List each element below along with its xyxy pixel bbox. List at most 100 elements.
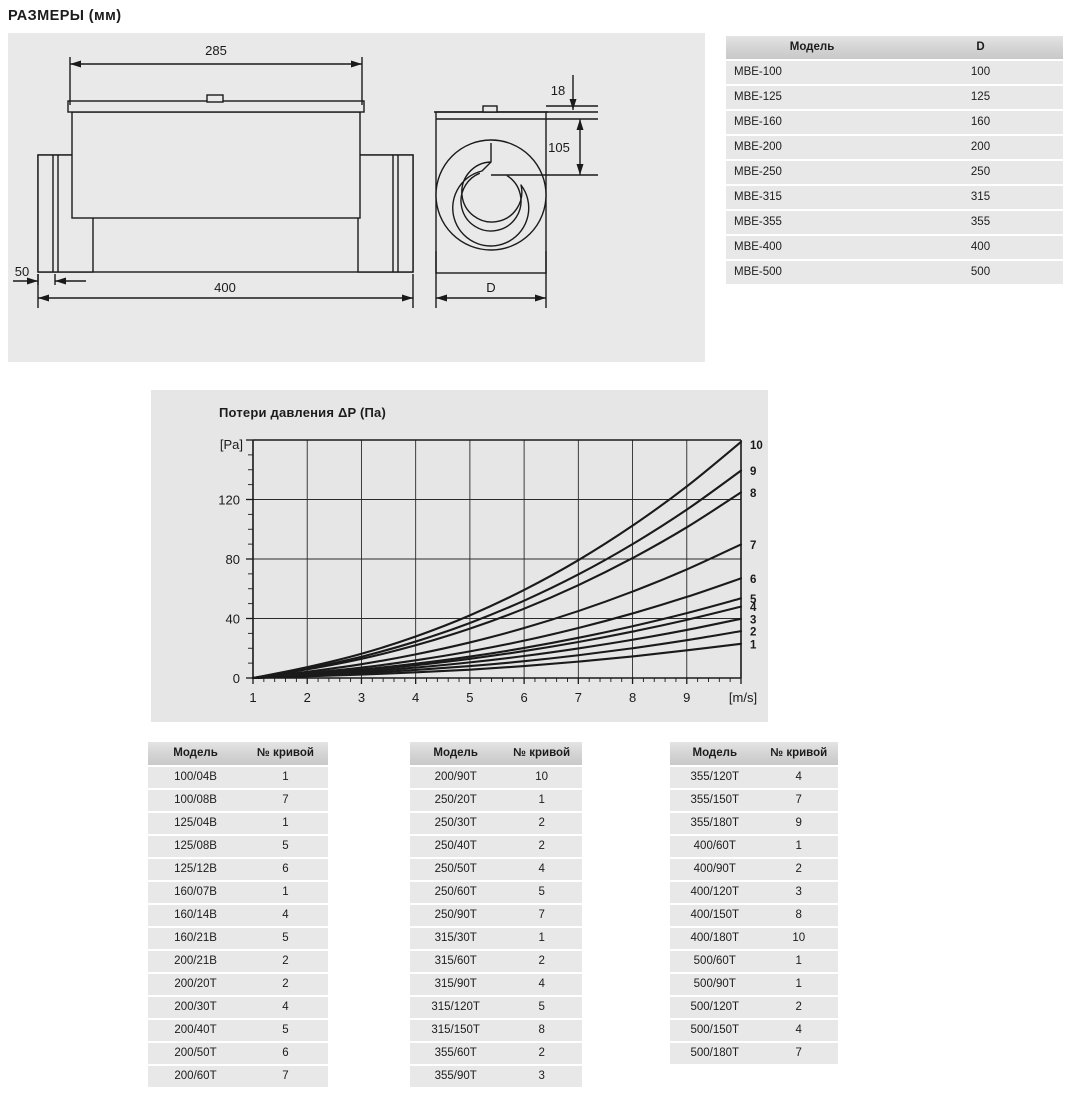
svg-text:9: 9 bbox=[683, 690, 690, 705]
cell-model: 125/08В bbox=[148, 835, 243, 859]
column-header-model: Модель bbox=[726, 36, 898, 61]
column-header-curve: № кривой bbox=[243, 742, 328, 767]
dim-label-105: 105 bbox=[548, 140, 570, 155]
svg-text:[m/s]: [m/s] bbox=[729, 690, 757, 705]
table-row: MBE-250 250 bbox=[726, 160, 1063, 186]
cell-d: 315 bbox=[898, 185, 1063, 211]
table-row: 315/30Т 1 bbox=[410, 927, 582, 951]
cell-curve-number: 7 bbox=[759, 1042, 838, 1064]
cell-d: 250 bbox=[898, 160, 1063, 186]
curve-label-8: 8 bbox=[750, 488, 757, 500]
cell-model: 500/90Т bbox=[670, 973, 760, 997]
svg-text:6: 6 bbox=[520, 690, 527, 705]
column-header-curve: № кривой bbox=[501, 742, 582, 767]
cell-model: 315/90Т bbox=[410, 973, 502, 997]
cell-d: 125 bbox=[898, 85, 1063, 111]
cell-model: 400/90Т bbox=[670, 858, 760, 882]
table-row: 400/150Т 8 bbox=[670, 904, 838, 928]
cell-model: 250/60Т bbox=[410, 881, 502, 905]
curve-label-3: 3 bbox=[750, 614, 756, 626]
cell-d: 355 bbox=[898, 210, 1063, 236]
cell-curve-number: 4 bbox=[759, 766, 838, 790]
cell-curve-number: 5 bbox=[501, 996, 582, 1020]
cell-model: 315/150Т bbox=[410, 1019, 502, 1043]
cell-model: MBE-100 bbox=[726, 60, 898, 86]
cell-model: 500/150Т bbox=[670, 1019, 760, 1043]
cell-model: 315/120Т bbox=[410, 996, 502, 1020]
table-row: 200/21В 2 bbox=[148, 950, 328, 974]
column-header-model: Модель bbox=[410, 742, 502, 767]
cell-model: 100/08В bbox=[148, 789, 243, 813]
cell-curve-number: 2 bbox=[759, 858, 838, 882]
cell-model: 400/120Т bbox=[670, 881, 760, 905]
table-row: MBE-315 315 bbox=[726, 185, 1063, 211]
table-row: 250/60Т 5 bbox=[410, 881, 582, 905]
cell-model: 200/50Т bbox=[148, 1042, 243, 1066]
table-header-row: Модель № кривой bbox=[410, 742, 582, 767]
table-row: 400/180Т 10 bbox=[670, 927, 838, 951]
cell-curve-number: 7 bbox=[501, 904, 582, 928]
svg-text:[Pa]: [Pa] bbox=[220, 437, 243, 452]
curve-label-2: 2 bbox=[750, 627, 756, 639]
chart-title: Потери давления ΔP (Па) bbox=[219, 405, 386, 420]
svg-text:5: 5 bbox=[466, 690, 473, 705]
cell-model: 250/50Т bbox=[410, 858, 502, 882]
table-row: 400/60Т 1 bbox=[670, 835, 838, 859]
table-row: 100/08В 7 bbox=[148, 789, 328, 813]
dim-label-285: 285 bbox=[205, 43, 227, 58]
cell-curve-number: 1 bbox=[243, 812, 328, 836]
cell-model: MBE-315 bbox=[726, 185, 898, 211]
cell-d: 500 bbox=[898, 260, 1063, 284]
cell-model: 315/60Т bbox=[410, 950, 502, 974]
cell-model: 125/12В bbox=[148, 858, 243, 882]
cell-d: 400 bbox=[898, 235, 1063, 261]
column-header-curve: № кривой bbox=[759, 742, 838, 767]
cell-curve-number: 5 bbox=[243, 1019, 328, 1043]
cell-model: MBE-400 bbox=[726, 235, 898, 261]
cell-model: 355/60Т bbox=[410, 1042, 502, 1066]
cell-curve-number: 3 bbox=[501, 1065, 582, 1087]
dimensions-drawing-panel: 285 400 50 18 105 D bbox=[8, 33, 705, 362]
cell-model: 200/60Т bbox=[148, 1065, 243, 1087]
cell-d: 200 bbox=[898, 135, 1063, 161]
cell-curve-number: 2 bbox=[501, 1042, 582, 1066]
curve-label-6: 6 bbox=[750, 574, 756, 586]
cell-curve-number: 4 bbox=[501, 858, 582, 882]
cell-model: 100/04В bbox=[148, 766, 243, 790]
table-row: 200/60Т 7 bbox=[148, 1065, 328, 1087]
model-diameter-table: Модель D MBE-100 100 MBE-125 125 MBE-160 16… bbox=[726, 36, 1063, 284]
table-row: 500/60Т 1 bbox=[670, 950, 838, 974]
table-row: 355/180Т 9 bbox=[670, 812, 838, 836]
cell-curve-number: 6 bbox=[243, 858, 328, 882]
cell-curve-number: 1 bbox=[759, 950, 838, 974]
svg-text:7: 7 bbox=[575, 690, 582, 705]
dimensions-drawing: 285 400 50 18 105 D bbox=[13, 43, 598, 308]
table-row: 160/14В 4 bbox=[148, 904, 328, 928]
cell-model: 400/180Т bbox=[670, 927, 760, 951]
cell-model: 160/14В bbox=[148, 904, 243, 928]
table-row: 400/90Т 2 bbox=[670, 858, 838, 882]
table-row: 200/50Т 6 bbox=[148, 1042, 328, 1066]
cell-curve-number: 4 bbox=[759, 1019, 838, 1043]
cell-curve-number: 2 bbox=[501, 812, 582, 836]
cell-curve-number: 6 bbox=[243, 1042, 328, 1066]
cell-model: 250/30Т bbox=[410, 812, 502, 836]
chart-curve-7 bbox=[251, 543, 743, 680]
dim-label-18: 18 bbox=[551, 83, 565, 98]
cell-curve-number: 2 bbox=[759, 996, 838, 1020]
table-row: 160/21В 5 bbox=[148, 927, 328, 951]
page-title: РАЗМЕРЫ (мм) bbox=[8, 8, 122, 24]
table-row: 125/08В 5 bbox=[148, 835, 328, 859]
curve-label-4: 4 bbox=[750, 602, 757, 614]
cell-curve-number: 4 bbox=[501, 973, 582, 997]
curve-number-table-2: Модель № кривой 200/90Т 10 250/20Т 1 250/30Т… bbox=[410, 742, 582, 1087]
table-row: 500/150Т 4 bbox=[670, 1019, 838, 1043]
cell-model: MBE-250 bbox=[726, 160, 898, 186]
svg-text:4: 4 bbox=[412, 690, 419, 705]
cell-curve-number: 5 bbox=[501, 881, 582, 905]
table-row: 100/04В 1 bbox=[148, 766, 328, 790]
curve-label-10: 10 bbox=[750, 440, 763, 452]
table-row: 250/90Т 7 bbox=[410, 904, 582, 928]
cell-model: MBE-160 bbox=[726, 110, 898, 136]
cell-model: 200/21В bbox=[148, 950, 243, 974]
